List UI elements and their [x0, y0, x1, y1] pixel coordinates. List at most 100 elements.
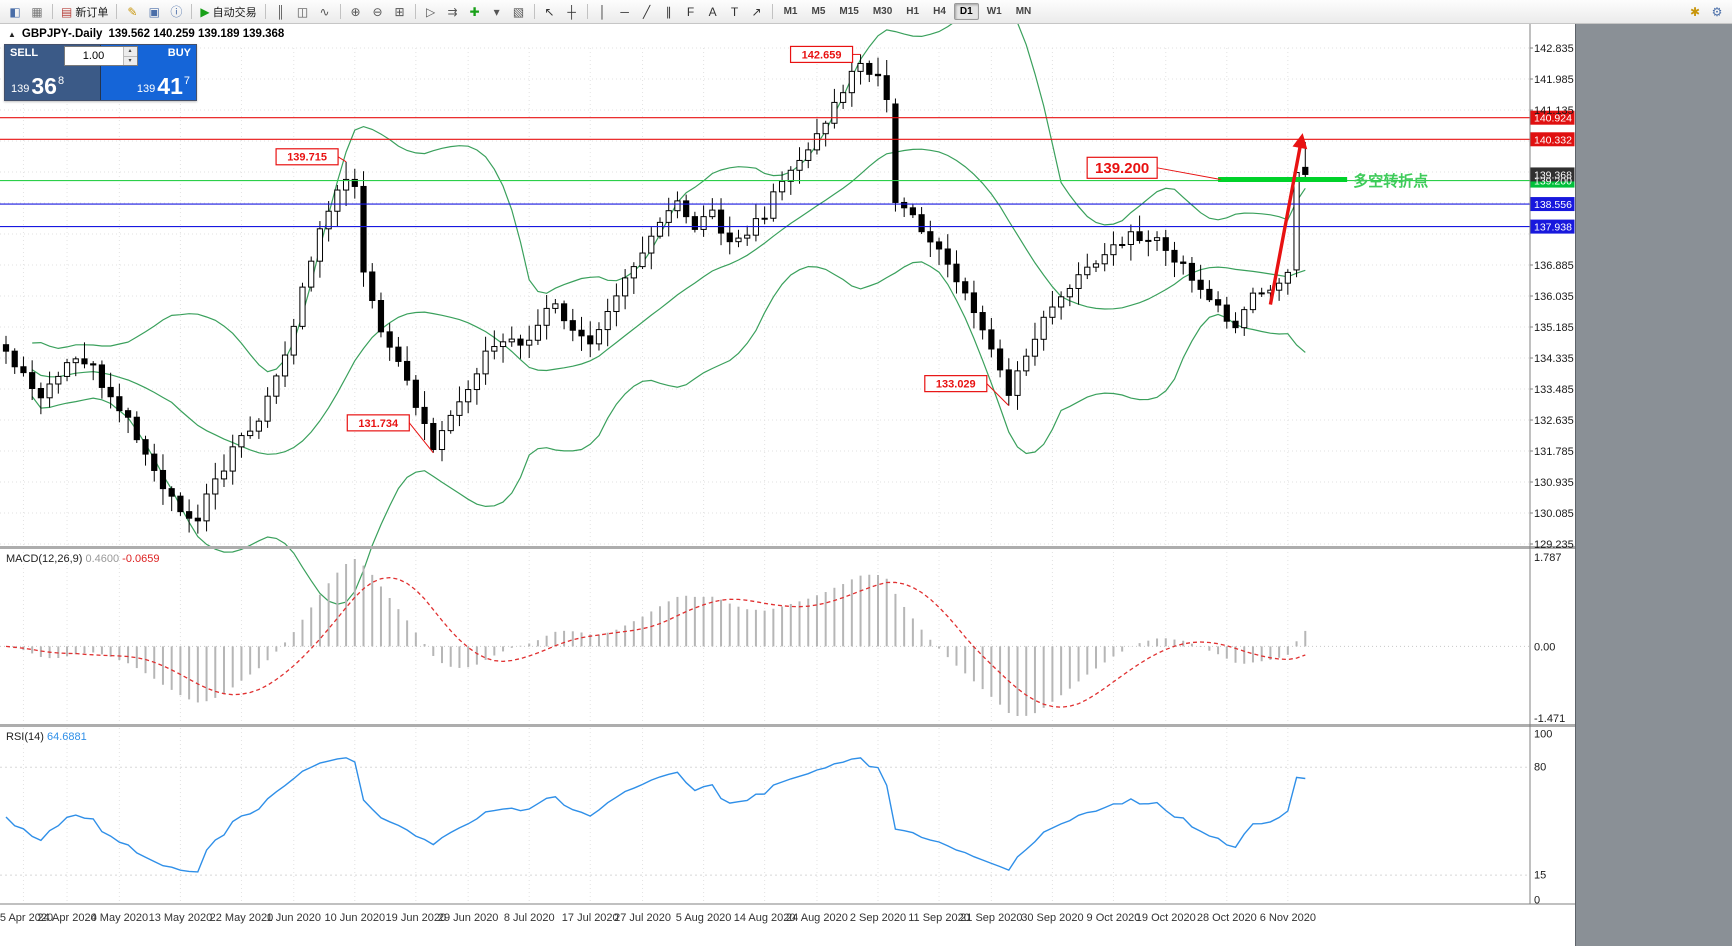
timeframe-w1-button[interactable]: W1: [986, 6, 1002, 17]
chart-tools-button[interactable]: ✱: [1684, 2, 1706, 22]
scroll-group: ▷ ⇉ ✚ ▾ ▧: [420, 0, 530, 23]
volume-decrease-button[interactable]: ▾: [123, 56, 137, 65]
text-label-button[interactable]: T: [724, 2, 746, 22]
sell-button[interactable]: SELL 139 36 8: [5, 45, 101, 100]
auto-scroll-button[interactable]: ▷: [420, 2, 442, 22]
vertical-line-button[interactable]: │: [592, 2, 614, 22]
crosshair-icon: ┼: [567, 4, 576, 19]
text-label-icon: T: [730, 4, 739, 19]
profiles-button[interactable]: ▦: [26, 2, 48, 22]
buy-price-big: 41: [157, 73, 183, 99]
date-label: 19 Oct 2020: [1136, 912, 1196, 924]
date-label: 1 Jun 2020: [267, 912, 321, 924]
data-window-button[interactable]: ▣: [143, 2, 165, 22]
trendline-button[interactable]: ╱: [636, 2, 658, 22]
date-label: 10 Jun 2020: [325, 912, 386, 924]
metaeditor-button[interactable]: ✎: [121, 2, 143, 22]
timeframe-m1-button[interactable]: M1: [783, 6, 798, 17]
price-axis-label: 141.135: [1534, 105, 1574, 117]
order-group: ▤ 新订单: [57, 0, 112, 23]
trendline-icon: ╱: [642, 4, 651, 19]
price-axis-label: 134.335: [1534, 353, 1574, 365]
arrows-button[interactable]: ↗: [746, 2, 768, 22]
rsi-scale-label: 0: [1534, 895, 1540, 907]
price-tag-140.924: [1530, 110, 1575, 125]
date-label: 15 Apr 2020: [0, 912, 53, 924]
sell-label: SELL: [10, 47, 39, 59]
vertical-line-icon: │: [598, 4, 607, 19]
timeframe-h1-button[interactable]: H1: [906, 6, 920, 17]
chart-tools-icon: ✱: [1689, 4, 1701, 19]
toolbar-separator: [116, 4, 118, 19]
timeframe-m5-button[interactable]: M5: [811, 6, 826, 17]
indicators-button[interactable]: ✚: [464, 2, 486, 22]
data-window-icon: ▣: [148, 4, 161, 19]
bar-chart-button[interactable]: ║: [270, 2, 292, 22]
svg-text:139.715: 139.715: [287, 152, 327, 164]
toolbar-separator: [339, 4, 341, 19]
zoom-in-button[interactable]: ⊕: [345, 2, 367, 22]
new-chart-icon: ◧: [9, 4, 21, 19]
panel-separator[interactable]: [0, 546, 1575, 549]
volume-input[interactable]: [64, 47, 123, 65]
chart-shift-button[interactable]: ⇉: [442, 2, 464, 22]
price-annotation[interactable]: 131.734: [346, 414, 434, 454]
volume-increase-button[interactable]: ▴: [123, 47, 137, 57]
date-label: 8 Jul 2020: [504, 912, 555, 924]
price-axis-label: 129.235: [1534, 539, 1574, 551]
rsi-scale-label: 100: [1534, 729, 1552, 741]
horizontal-line-button[interactable]: ─: [614, 2, 636, 22]
fibonacci-retracement-icon: F: [686, 4, 695, 19]
tools-group: ✎ ▣ ⓘ: [121, 0, 187, 23]
date-label: 4 May 2020: [91, 912, 148, 924]
timeframe-d1-button[interactable]: D1: [953, 3, 979, 20]
indicators-dropdown-icon: ▾: [493, 4, 500, 19]
timeframe-h4-button[interactable]: H4: [933, 6, 946, 17]
date-label: 17 Jul 2020: [562, 912, 619, 924]
price-axis: [1530, 47, 1575, 545]
timeframe-m30-button[interactable]: M30: [872, 6, 893, 17]
price-tag-137.938: [1530, 219, 1575, 234]
chart-window: 142.659 139.715 131.734 133.029 139.200 多空转折点…: [0, 24, 1575, 946]
panel-separator[interactable]: [0, 724, 1575, 727]
timeframe-mn-button[interactable]: MN: [1015, 6, 1032, 17]
zoom-out-button[interactable]: ⊖: [367, 2, 389, 22]
new-order-button[interactable]: ▤ 新订单: [57, 2, 112, 22]
cursor-button[interactable]: ↖: [539, 2, 561, 22]
chart-canvas[interactable]: 142.659 139.715 131.734 133.029 139.200 多空转折点…: [0, 24, 1575, 946]
indicators-dropdown-button[interactable]: ▾: [486, 2, 508, 22]
new-chart-button[interactable]: ◧: [4, 2, 26, 22]
price-annotation[interactable]: 142.659: [789, 45, 861, 64]
crosshair-button[interactable]: ┼: [561, 2, 583, 22]
line-chart-button[interactable]: ∿: [314, 2, 336, 22]
price-annotation[interactable]: 133.029: [924, 375, 1010, 406]
trend-arrow[interactable]: [1268, 142, 1303, 305]
text-button[interactable]: A: [702, 2, 724, 22]
pivot-note-text[interactable]: 多空转折点: [1353, 172, 1428, 190]
sell-price-big: 36: [31, 73, 57, 99]
templates-button[interactable]: ▧: [508, 2, 530, 22]
profiles-icon: ▦: [31, 4, 43, 19]
tile-windows-button[interactable]: ⊞: [389, 2, 411, 22]
new-order-icon: ▤: [61, 4, 73, 19]
tile-windows-icon: ⊞: [394, 4, 405, 19]
macd-scale-label: 1.787: [1534, 552, 1562, 564]
rsi-label: RSI(14) 64.6881: [6, 731, 87, 743]
chart-shift-icon: ⇉: [447, 4, 458, 19]
price-tag-140.332: [1530, 132, 1575, 147]
timeframe-m15-button[interactable]: M15: [839, 6, 859, 17]
date-label: 28 Oct 2020: [1197, 912, 1257, 924]
settings-button[interactable]: ⚙: [1706, 2, 1728, 22]
fibonacci-retracement-button[interactable]: F: [680, 2, 702, 22]
candlestick-chart-button[interactable]: ◫: [292, 2, 314, 22]
price-axis-label: 132.635: [1534, 415, 1574, 427]
autotrade-group: ▶ 自动交易: [196, 0, 260, 23]
price-annotation[interactable]: 139.200: [1086, 156, 1221, 180]
options-button[interactable]: ⓘ: [165, 2, 187, 22]
cursor-group: ↖ ┼: [539, 0, 583, 23]
svg-text:142.659: 142.659: [802, 49, 842, 61]
price-annotation[interactable]: 139.715: [275, 148, 347, 166]
options-icon: ⓘ: [170, 5, 183, 19]
autotrading-button[interactable]: ▶ 自动交易: [196, 2, 260, 22]
equidistant-channel-button[interactable]: ∥: [658, 2, 680, 22]
